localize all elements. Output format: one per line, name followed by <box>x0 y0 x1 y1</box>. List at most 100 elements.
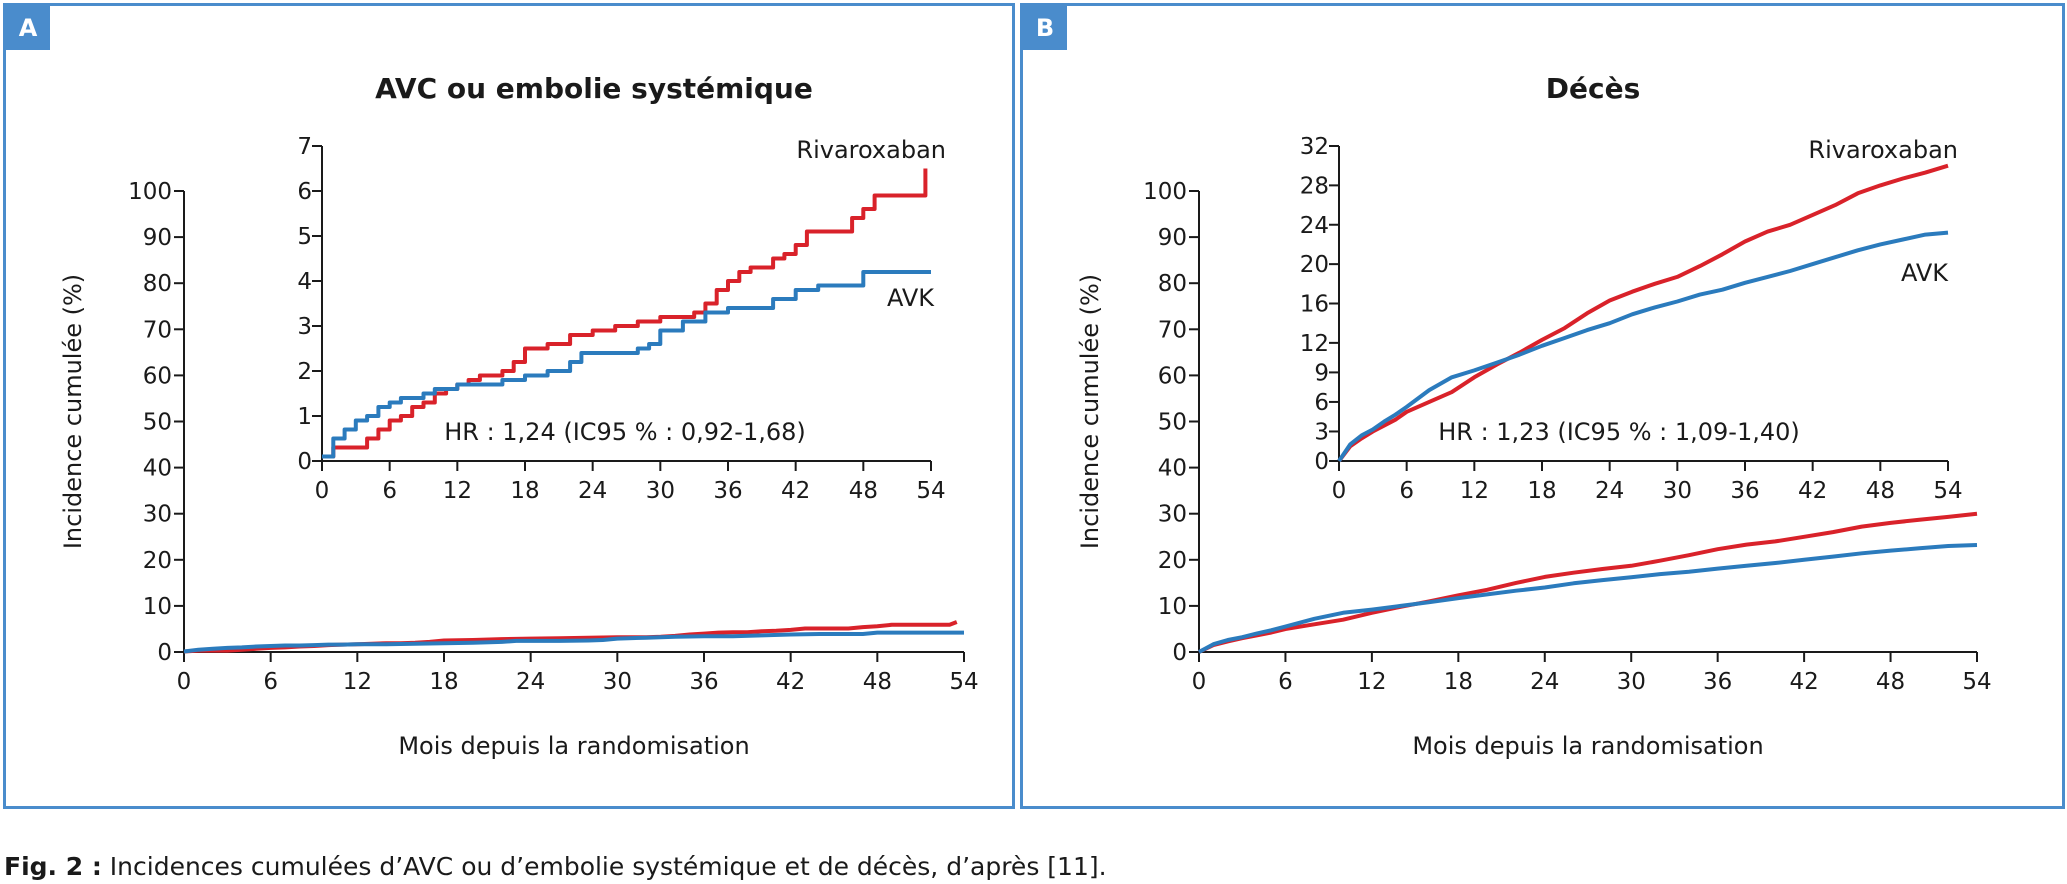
x-axis-label: Mois depuis la randomisation <box>1412 732 1763 760</box>
caption-label: Fig. 2 : <box>4 852 102 881</box>
inset-y-tick-label: 7 <box>297 134 312 160</box>
main-x-tick-label: 0 <box>1192 669 1207 695</box>
main-y-tick-label: 10 <box>1158 594 1187 620</box>
inset-y-tick-label: 1 <box>297 404 312 430</box>
x-axis-label: Mois depuis la randomisation <box>398 732 749 760</box>
inset-x-tick-label: 36 <box>713 478 742 504</box>
inset-y-tick-label: 6 <box>297 179 312 205</box>
main-y-tick-label: 40 <box>1158 456 1187 482</box>
y-axis-label: Incidence cumulée (%) <box>1076 274 1104 549</box>
main-y-tick-label: 0 <box>1172 640 1187 666</box>
inset-x-tick-label: 12 <box>1460 478 1489 504</box>
inset-y-tick-label: 6 <box>1314 390 1329 416</box>
inset-x-tick-label: 24 <box>578 478 607 504</box>
main-y-tick-label: 60 <box>143 363 172 389</box>
chart-stroke-embolism: AVC ou embolie systémique010203040506070… <box>59 72 979 760</box>
main-y-tick-label: 90 <box>143 225 172 251</box>
legend-rivaroxaban: Rivaroxaban <box>796 136 946 164</box>
main-x-tick-label: 6 <box>263 669 278 695</box>
inset-x-tick-label: 36 <box>1730 478 1759 504</box>
y-axis-label: Incidence cumulée (%) <box>59 274 87 549</box>
main-y-tick-label: 70 <box>1158 317 1187 343</box>
inset-x-tick-label: 24 <box>1595 478 1624 504</box>
main-y-tick-label: 30 <box>1158 502 1187 528</box>
inset-x-tick-label: 48 <box>849 478 878 504</box>
main-x-tick-label: 42 <box>776 669 805 695</box>
main-x-tick-label: 54 <box>949 669 978 695</box>
chart-title: AVC ou embolie systémique <box>375 72 813 105</box>
main-x-tick-label: 0 <box>177 669 192 695</box>
inset-series-rivaroxaban <box>322 168 928 459</box>
inset-y-tick-label: 4 <box>297 269 312 295</box>
main-y-tick-label: 0 <box>157 640 172 666</box>
legend-avk: AVK <box>887 284 935 312</box>
main-y-tick-label: 70 <box>143 317 172 343</box>
inset-y-tick-label: 0 <box>297 449 312 475</box>
main-y-tick-label: 100 <box>1143 179 1187 205</box>
main-x-tick-label: 30 <box>603 669 632 695</box>
hazard-ratio-annotation: HR : 1,23 (IC95 % : 1,09-1,40) <box>1438 418 1800 446</box>
inset-y-tick-label: 12 <box>1300 331 1329 357</box>
inset-x-tick-label: 18 <box>1527 478 1556 504</box>
inset-y-tick-label: 16 <box>1300 292 1329 318</box>
main-x-tick-label: 42 <box>1789 669 1818 695</box>
panel-b: B Décès 0 10 20 30 40 50 60 70 80 90 100 0 6 12 18 24 30 3… <box>1020 3 2065 809</box>
main-series-avk <box>183 630 964 654</box>
main-x-tick-label: 6 <box>1278 669 1293 695</box>
main-x-tick-label: 12 <box>343 669 372 695</box>
inset-y-tick-label: 5 <box>297 224 312 250</box>
main-y-tick-label: 80 <box>143 271 172 297</box>
main-x-tick-label: 12 <box>1357 669 1386 695</box>
main-y-tick-label: 90 <box>1158 225 1187 251</box>
inset-x-tick-label: 30 <box>646 478 675 504</box>
main-y-tick-label: 50 <box>1158 410 1187 436</box>
caption-text: Incidences cumulées d’AVC ou d’embolie s… <box>109 852 1107 881</box>
inset-x-tick-label: 42 <box>1798 478 1827 504</box>
inset-series-avk <box>1337 230 1949 463</box>
inset-y-tick-label: 24 <box>1300 213 1329 239</box>
main-series-avk <box>1198 543 1978 654</box>
main-x-tick-label: 30 <box>1617 669 1646 695</box>
inset-x-tick-label: 54 <box>1933 478 1962 504</box>
main-y-tick-label: 60 <box>1158 363 1187 389</box>
main-x-tick-label: 36 <box>689 669 718 695</box>
inset-y-tick-label: 32 <box>1300 134 1329 160</box>
main-y-tick-label: 100 <box>128 179 172 205</box>
inset-y-tick-label: 28 <box>1300 173 1329 199</box>
inset-y-tick-label: 0 <box>1314 449 1329 475</box>
main-x-tick-label: 48 <box>863 669 892 695</box>
inset-x-tick-label: 0 <box>315 478 330 504</box>
inset-y-tick-label: 3 <box>1314 419 1329 445</box>
inset-y-tick-label: 3 <box>297 314 312 340</box>
main-y-tick-label: 50 <box>143 410 172 436</box>
inset-x-tick-label: 6 <box>1399 478 1414 504</box>
main-x-tick-label: 18 <box>429 669 458 695</box>
panel-label: B <box>1023 6 1067 50</box>
figure-caption: Fig. 2 : Incidences cumulées d’AVC ou d’… <box>4 852 1107 881</box>
main-y-tick-label: 40 <box>143 456 172 482</box>
main-x-tick-label: 36 <box>1703 669 1732 695</box>
inset-x-tick-label: 6 <box>382 478 397 504</box>
main-x-tick-label: 18 <box>1444 669 1473 695</box>
inset-x-tick-label: 42 <box>781 478 810 504</box>
inset-y-tick-label: 9 <box>1314 360 1329 386</box>
main-series-rivaroxaban <box>1198 511 1978 654</box>
inset-x-tick-label: 30 <box>1663 478 1692 504</box>
main-y-tick-label: 10 <box>143 594 172 620</box>
panel-a: A AVC ou embolie systémique 0 10 20 30 40 50 60… <box>3 3 1015 809</box>
main-y-tick-label: 20 <box>1158 548 1187 574</box>
legend-avk: AVK <box>1901 259 1949 287</box>
panel-label: A <box>6 6 50 50</box>
inset-y-tick-label: 20 <box>1300 252 1329 278</box>
main-y-tick-label: 80 <box>1158 271 1187 297</box>
inset-x-tick-label: 0 <box>1332 478 1347 504</box>
inset-series-rivaroxaban <box>1337 163 1949 463</box>
inset-x-tick-label: 48 <box>1866 478 1895 504</box>
inset-x-tick-label: 54 <box>916 478 945 504</box>
hazard-ratio-annotation: HR : 1,24 (IC95 % : 0,92-1,68) <box>444 418 806 446</box>
inset-x-tick-label: 12 <box>443 478 472 504</box>
main-y-tick-label: 30 <box>143 502 172 528</box>
chart-title: Décès <box>1546 72 1641 105</box>
legend-rivaroxaban: Rivaroxaban <box>1808 136 1958 164</box>
